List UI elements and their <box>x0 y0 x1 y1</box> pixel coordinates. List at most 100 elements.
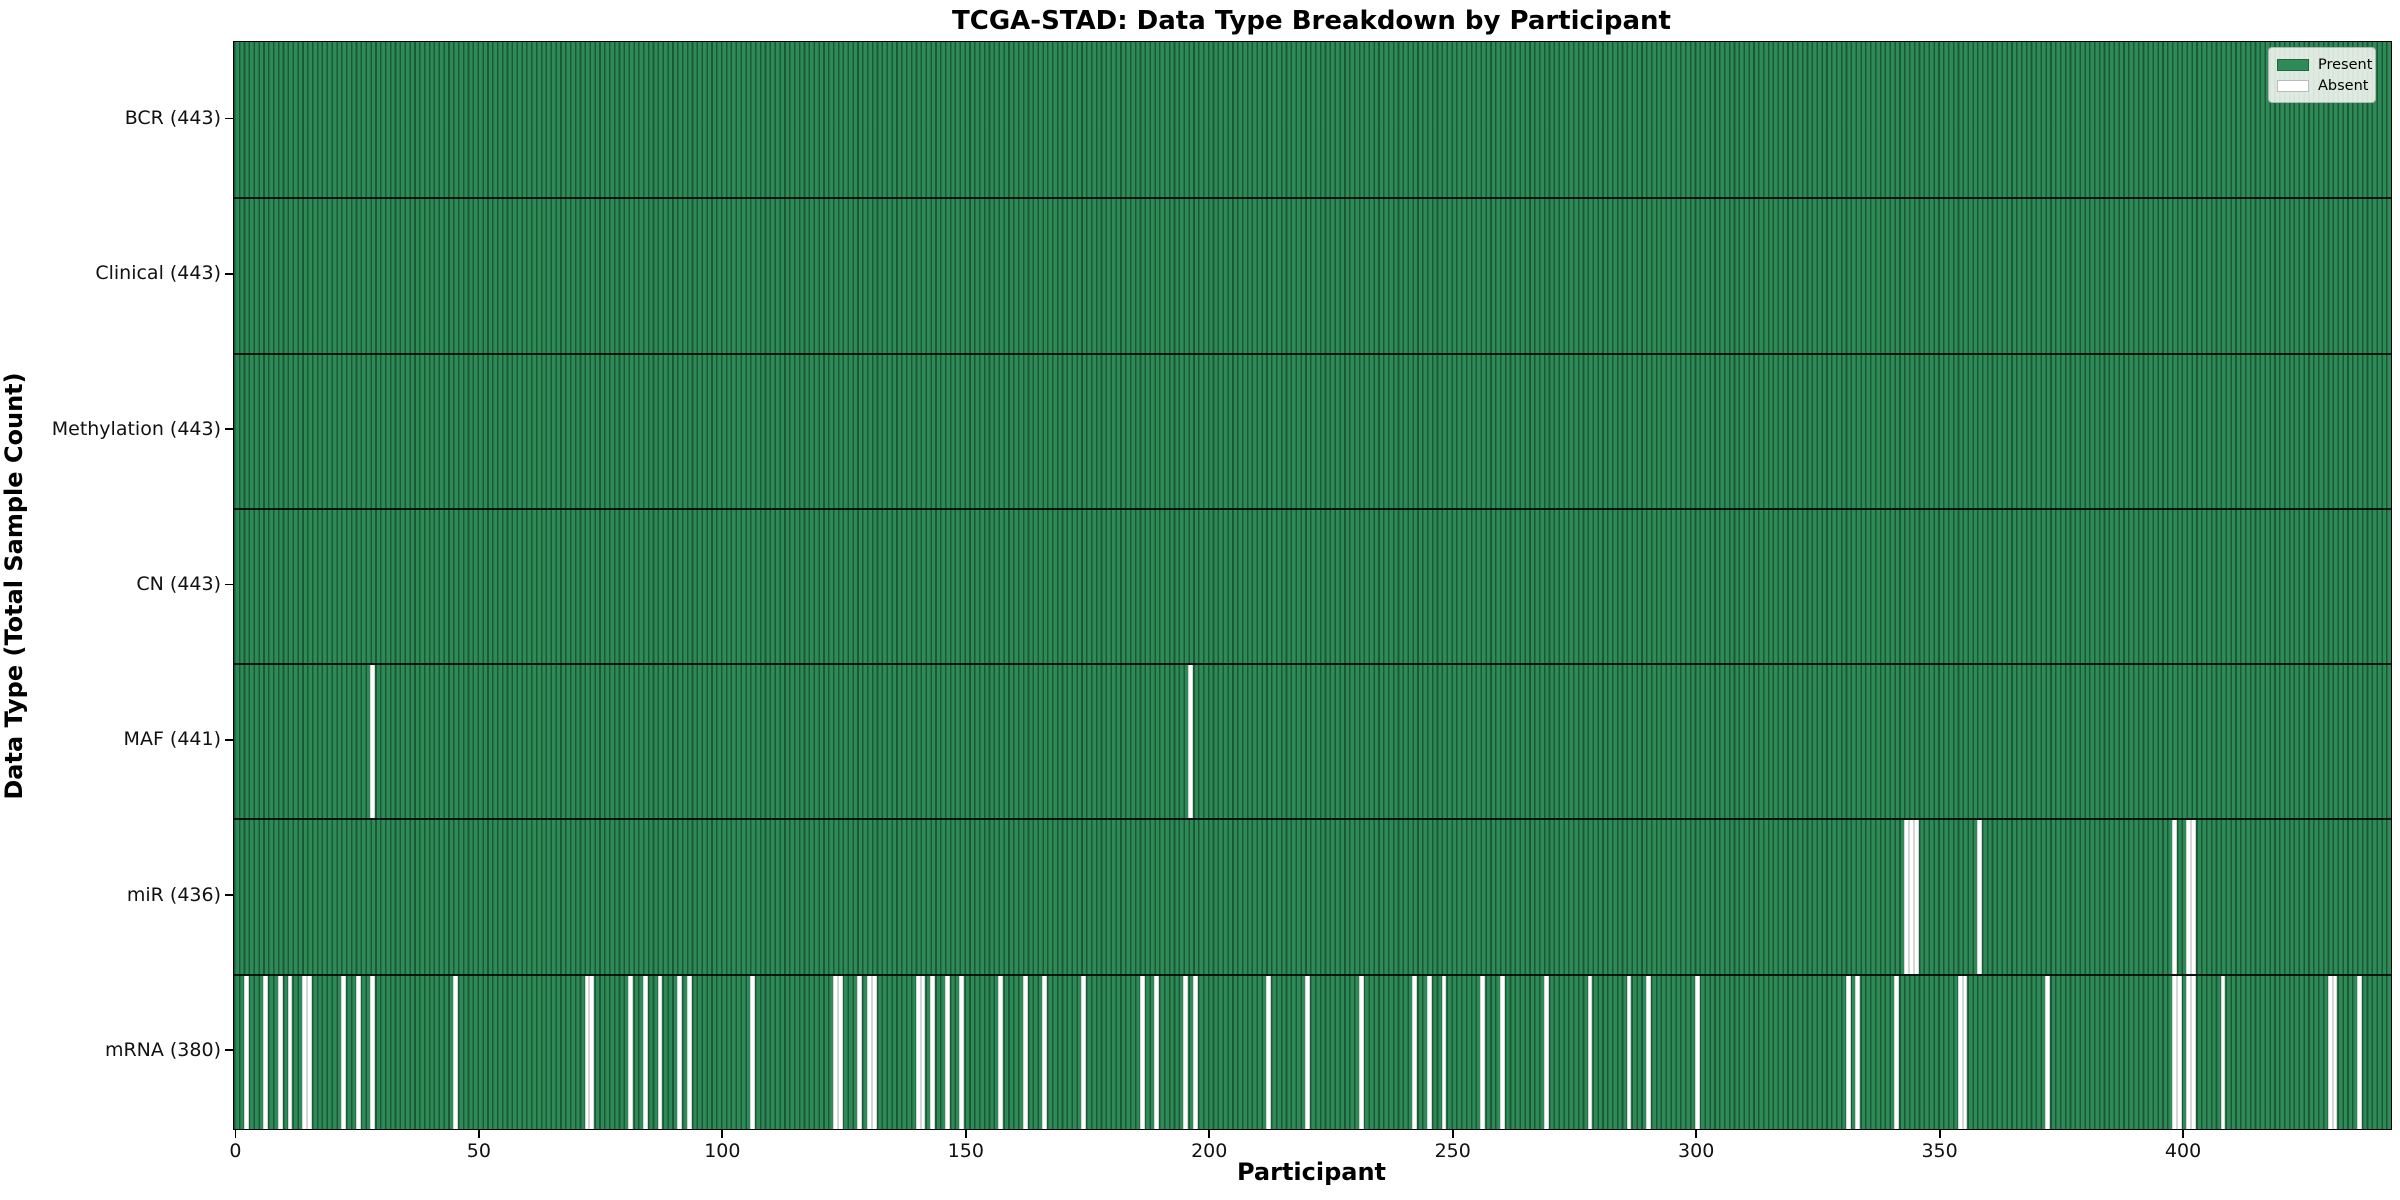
absent-cell <box>584 975 590 1129</box>
legend-present-label: Present <box>2318 56 2373 73</box>
y-tick-mark <box>225 272 233 275</box>
absent-cell <box>686 975 692 1129</box>
x-tick-label: 250 <box>1434 1140 1471 1162</box>
absent-cell <box>589 975 595 1129</box>
absent-cell <box>750 975 755 1129</box>
x-tick-mark <box>477 1130 480 1138</box>
y-tick-label: Clinical (443) <box>95 262 221 285</box>
row-mrna <box>234 973 2391 1129</box>
absent-cell <box>1183 975 1189 1129</box>
absent-cell <box>1962 975 1968 1129</box>
x-tick-mark <box>1695 1130 1698 1138</box>
absent-cell <box>1543 975 1549 1129</box>
absent-cell <box>2356 975 2362 1129</box>
absent-cell <box>1426 975 1432 1129</box>
absent-cell <box>915 975 921 1129</box>
absent-cell <box>355 975 361 1129</box>
y-tick-mark <box>225 117 233 120</box>
x-tick-label: 0 <box>229 1140 242 1162</box>
x-tick-label: 350 <box>1921 1140 1958 1162</box>
absent-cell <box>643 975 648 1129</box>
x-tick-label: 150 <box>947 1140 984 1162</box>
absent-cell <box>998 975 1004 1129</box>
x-tick-mark <box>1451 1130 1454 1138</box>
absent-cell <box>628 975 634 1129</box>
absent-cell <box>930 975 936 1129</box>
x-tick-mark <box>964 1130 967 1138</box>
absent-cell <box>243 975 249 1129</box>
absent-cell <box>2191 820 2197 974</box>
absent-cell <box>1042 975 1048 1129</box>
absent-cell <box>302 975 308 1129</box>
absent-cell <box>1154 975 1160 1129</box>
absent-cell <box>832 975 838 1129</box>
legend-item-present: Present <box>2277 54 2372 75</box>
absent-cell <box>1499 975 1505 1129</box>
absent-cell <box>677 975 682 1129</box>
absent-cell <box>2171 975 2177 1129</box>
absent-cell <box>837 975 843 1129</box>
absent-cell <box>1139 975 1145 1129</box>
absent-cell <box>1193 975 1199 1129</box>
absent-cell <box>1022 975 1028 1129</box>
absent-cell <box>1894 975 1900 1129</box>
y-tick-mark <box>225 428 233 430</box>
absent-cell <box>2186 820 2192 974</box>
x-tick-label: 100 <box>704 1140 741 1162</box>
absent-cell <box>2332 975 2338 1129</box>
row-bcr <box>234 42 2391 198</box>
absent-cell <box>1305 975 1311 1129</box>
absent-cell <box>1188 665 1194 819</box>
absent-cell <box>1855 975 1861 1129</box>
y-tick-label: mRNA (380) <box>104 1038 221 1061</box>
x-tick-label: 50 <box>466 1140 491 1162</box>
absent-cell <box>1266 975 1272 1129</box>
absent-cell <box>1480 975 1486 1129</box>
absent-cell <box>657 975 663 1129</box>
x-tick-mark <box>1208 1130 1211 1138</box>
absent-cell <box>370 665 376 819</box>
x-tick-label: 300 <box>1678 1140 1715 1162</box>
absent-cell <box>2327 975 2333 1129</box>
x-tick-mark <box>1938 1130 1941 1138</box>
absent-cell <box>959 975 965 1129</box>
y-tick-mark <box>225 738 233 741</box>
y-tick-label: MAF (441) <box>123 728 221 751</box>
y-tick-label: miR (436) <box>126 883 221 906</box>
y-tick-label: CN (443) <box>136 573 221 595</box>
absent-cell <box>1908 820 1914 974</box>
plot-area <box>233 41 2392 1130</box>
absent-cell <box>1913 820 1919 974</box>
absent-cell <box>1412 975 1418 1129</box>
legend-item-absent: Absent <box>2277 75 2368 96</box>
row-mir <box>234 818 2391 974</box>
y-tick-label: Methylation (443) <box>51 417 221 440</box>
legend-present-swatch-icon <box>2277 58 2309 71</box>
legend-absent-swatch-icon <box>2277 79 2309 92</box>
absent-cell <box>1358 975 1364 1129</box>
absent-cell <box>1441 975 1447 1129</box>
y-tick-mark <box>225 894 233 896</box>
absent-cell <box>1626 975 1632 1129</box>
absent-cell <box>277 975 283 1129</box>
absent-cell <box>287 975 293 1129</box>
x-tick-label: 400 <box>2164 1140 2202 1162</box>
absent-cell <box>2191 975 2197 1129</box>
chart-title: TCGA-STAD: Data Type Breakdown by Partic… <box>952 6 1671 36</box>
row-maf <box>234 663 2391 819</box>
absent-cell <box>1957 975 1963 1129</box>
absent-cell <box>2220 975 2226 1129</box>
absent-cell <box>1845 975 1851 1129</box>
absent-cell <box>920 975 926 1129</box>
absent-cell <box>2045 975 2051 1129</box>
y-tick-mark <box>225 1049 233 1052</box>
absent-cell <box>857 975 863 1129</box>
absent-cell <box>1904 820 1909 974</box>
x-tick-label: 200 <box>1191 1140 1228 1162</box>
absent-cell <box>866 975 872 1129</box>
legend: Present Absent <box>2268 47 2376 103</box>
absent-cell <box>1587 975 1593 1129</box>
x-tick-mark <box>2182 1130 2184 1138</box>
row-clinical <box>234 197 2391 353</box>
